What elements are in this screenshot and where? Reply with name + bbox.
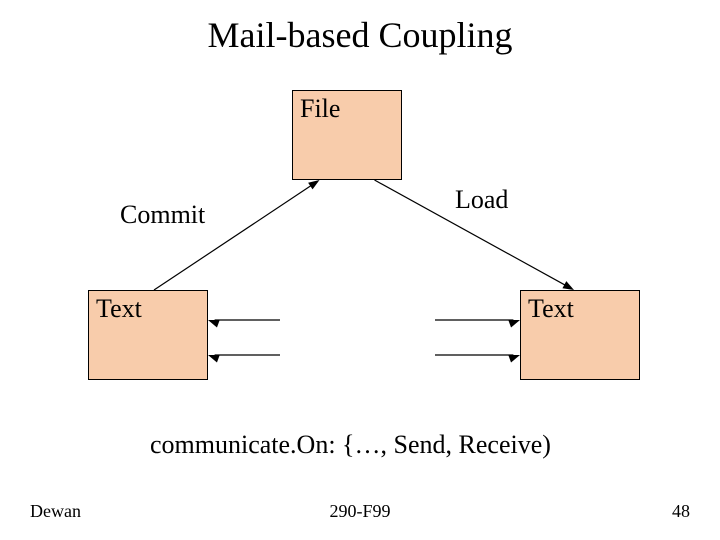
slide-title: Mail-based Coupling: [0, 14, 720, 56]
commit-label: Commit: [120, 200, 205, 230]
footer-page: 48: [672, 501, 690, 522]
text-right-label: Text: [528, 294, 574, 324]
load-label: Load: [455, 185, 508, 215]
footer-course: 290-F99: [0, 501, 720, 522]
text-left-label: Text: [96, 294, 142, 324]
caption-text: communicate.On: {…, Send, Receive): [150, 430, 551, 460]
file-label: File: [300, 94, 340, 124]
slide-stage: Mail-based Coupling File Text Text Commi…: [0, 0, 720, 540]
